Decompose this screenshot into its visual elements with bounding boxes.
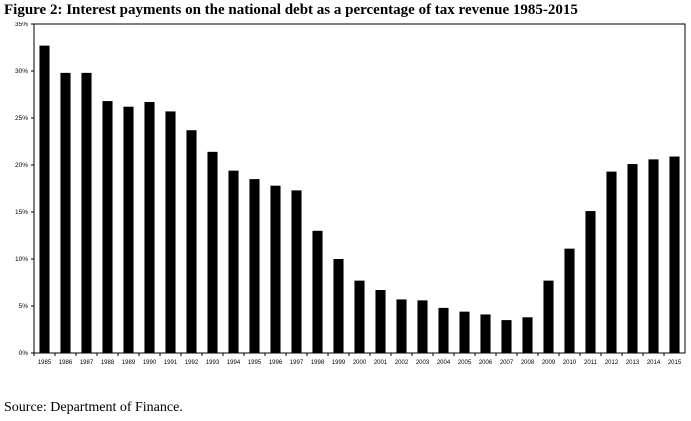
bar-2015 xyxy=(669,156,680,353)
x-tick-label-2015: 2015 xyxy=(668,360,682,366)
source-note: Source: Department of Finance. xyxy=(4,400,183,415)
bar-2003 xyxy=(417,300,428,353)
chart-svg: 0%5%10%15%20%25%30%35% 1985 1986 1987 1988 1… xyxy=(15,21,686,366)
y-tick-label: 20% xyxy=(15,162,28,169)
bar-1988 xyxy=(102,101,113,353)
bar-1996 xyxy=(270,185,281,353)
bar-2010 xyxy=(564,248,575,353)
x-tick-label-2011: 2011 xyxy=(584,360,598,366)
x-tick-label-2004: 2004 xyxy=(437,360,451,366)
y-tick-label: 15% xyxy=(15,209,28,216)
x-tick-label-2009: 2009 xyxy=(542,360,556,366)
x-tick-label-2007: 2007 xyxy=(500,360,514,366)
y-tick-label: 35% xyxy=(15,22,28,28)
x-tick-label-2000: 2000 xyxy=(353,360,367,366)
x-tick-label-2001: 2001 xyxy=(374,360,388,366)
x-tick-label-1988: 1988 xyxy=(101,360,115,366)
bar-1998 xyxy=(312,230,323,353)
x-tick-label-1986: 1986 xyxy=(59,360,73,366)
bar-2004 xyxy=(438,307,449,353)
x-tick-label-2002: 2002 xyxy=(395,360,409,366)
x-tick-label-2013: 2013 xyxy=(626,360,640,366)
bar-1999 xyxy=(333,259,344,353)
bar-1987 xyxy=(81,72,92,353)
x-tick-label-1998: 1998 xyxy=(311,360,325,366)
bar-1992 xyxy=(186,130,197,353)
bar-2002 xyxy=(396,299,407,353)
x-tick-label-1995: 1995 xyxy=(248,360,262,366)
bar-1985 xyxy=(39,45,50,354)
bar-1990 xyxy=(144,102,155,354)
bar-1997 xyxy=(291,190,302,353)
bars xyxy=(39,45,680,354)
y-tick-label: 30% xyxy=(15,68,28,75)
bar-2014 xyxy=(648,159,659,353)
bar-2008 xyxy=(522,317,533,353)
y-axis: 0% 5% 10% 15% 20% 25% 30% 35% xyxy=(15,21,34,357)
bar-1989 xyxy=(123,106,134,353)
x-tick-label-1987: 1987 xyxy=(80,360,94,366)
x-tick-label-2006: 2006 xyxy=(479,360,493,366)
x-tick-label-1990: 1990 xyxy=(143,360,157,366)
bar-2006 xyxy=(480,314,491,353)
x-tick-label-1994: 1994 xyxy=(227,360,241,366)
bar-1986 xyxy=(60,72,71,353)
x-tick-label-1991: 1991 xyxy=(164,360,178,366)
x-tick-label-1985: 1985 xyxy=(38,360,52,366)
bar-1994 xyxy=(228,170,239,353)
y-tick-label: 0% xyxy=(19,350,29,357)
x-tick-label-2014: 2014 xyxy=(647,360,661,366)
x-axis: 1985 1986 1987 1988 1989 1990 1991 1992 1993 1994… xyxy=(33,353,682,366)
bar-1993 xyxy=(207,151,218,353)
bar-2009 xyxy=(543,280,554,353)
x-tick-label-1989: 1989 xyxy=(122,360,136,366)
bar-1995 xyxy=(249,179,260,353)
bar-2013 xyxy=(627,164,638,353)
x-tick-label-2005: 2005 xyxy=(458,360,472,366)
x-tick-label-2008: 2008 xyxy=(521,360,535,366)
x-tick-label-2012: 2012 xyxy=(605,360,619,366)
bar-2000 xyxy=(354,280,365,353)
figure-title: Figure 2: Interest payments on the natio… xyxy=(4,2,578,18)
bar-2005 xyxy=(459,311,470,353)
bar-2001 xyxy=(375,290,386,353)
x-tick-label-2003: 2003 xyxy=(416,360,430,366)
bar-chart: 0% 5% 10% 15% 20% 25% 30% 35% 1985 1986 1987 1988 1… xyxy=(0,21,691,372)
x-tick-label-1993: 1993 xyxy=(206,360,220,366)
x-tick-label-1996: 1996 xyxy=(269,360,283,366)
y-tick-label: 25% xyxy=(15,115,28,122)
bar-2011 xyxy=(585,211,596,353)
x-tick-label-1992: 1992 xyxy=(185,360,199,366)
y-tick-label: 5% xyxy=(19,303,29,310)
x-tick-label-2010: 2010 xyxy=(563,360,577,366)
y-tick-label: 10% xyxy=(15,256,28,263)
bar-2007 xyxy=(501,320,512,353)
x-tick-label-1997: 1997 xyxy=(290,360,304,366)
bar-1991 xyxy=(165,111,176,353)
bar-2012 xyxy=(606,171,617,353)
x-tick-label-1999: 1999 xyxy=(332,360,346,366)
